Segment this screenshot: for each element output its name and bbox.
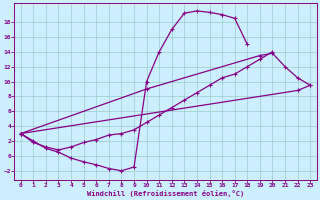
X-axis label: Windchill (Refroidissement éolien,°C): Windchill (Refroidissement éolien,°C): [87, 190, 244, 197]
